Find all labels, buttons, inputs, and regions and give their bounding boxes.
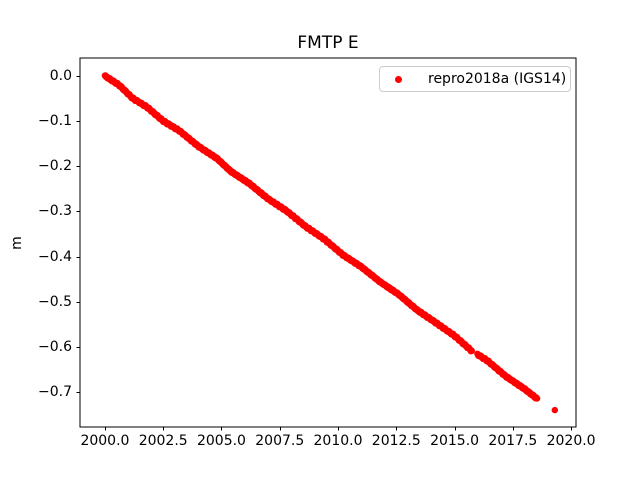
data-point (468, 347, 475, 354)
x-tick-label: 2000.0 (80, 433, 130, 449)
x-tick-label: 2007.5 (255, 433, 305, 449)
y-tick-label: −0.1 (38, 113, 72, 130)
x-tick-label: 2015.0 (430, 433, 480, 449)
legend-label: repro2018a (IGS14) (428, 71, 567, 87)
x-tick-label: 2010.0 (313, 433, 363, 449)
data-point-outlier (551, 406, 558, 414)
x-tick-label: 2020.0 (546, 433, 596, 449)
x-tick-label: 2017.5 (488, 433, 538, 449)
x-tick-label: 2012.5 (371, 433, 421, 449)
plot-frame (79, 57, 577, 428)
y-tick-label: −0.2 (38, 158, 72, 175)
y-tick-label: −0.5 (38, 293, 72, 310)
x-tick-label: 2002.5 (138, 433, 188, 449)
y-tick-label: −0.4 (38, 248, 72, 265)
x-tick-label: 2005.0 (196, 433, 246, 449)
y-tick-label: −0.7 (38, 383, 72, 400)
y-tick-label: −0.6 (38, 338, 72, 355)
data-point (533, 395, 541, 402)
chart-title: FMTP E (297, 33, 359, 53)
legend-marker-icon (395, 75, 402, 83)
y-tick-label: 0.0 (49, 68, 72, 85)
y-tick-label: −0.3 (38, 203, 72, 220)
legend: repro2018a (IGS14) (379, 66, 571, 92)
